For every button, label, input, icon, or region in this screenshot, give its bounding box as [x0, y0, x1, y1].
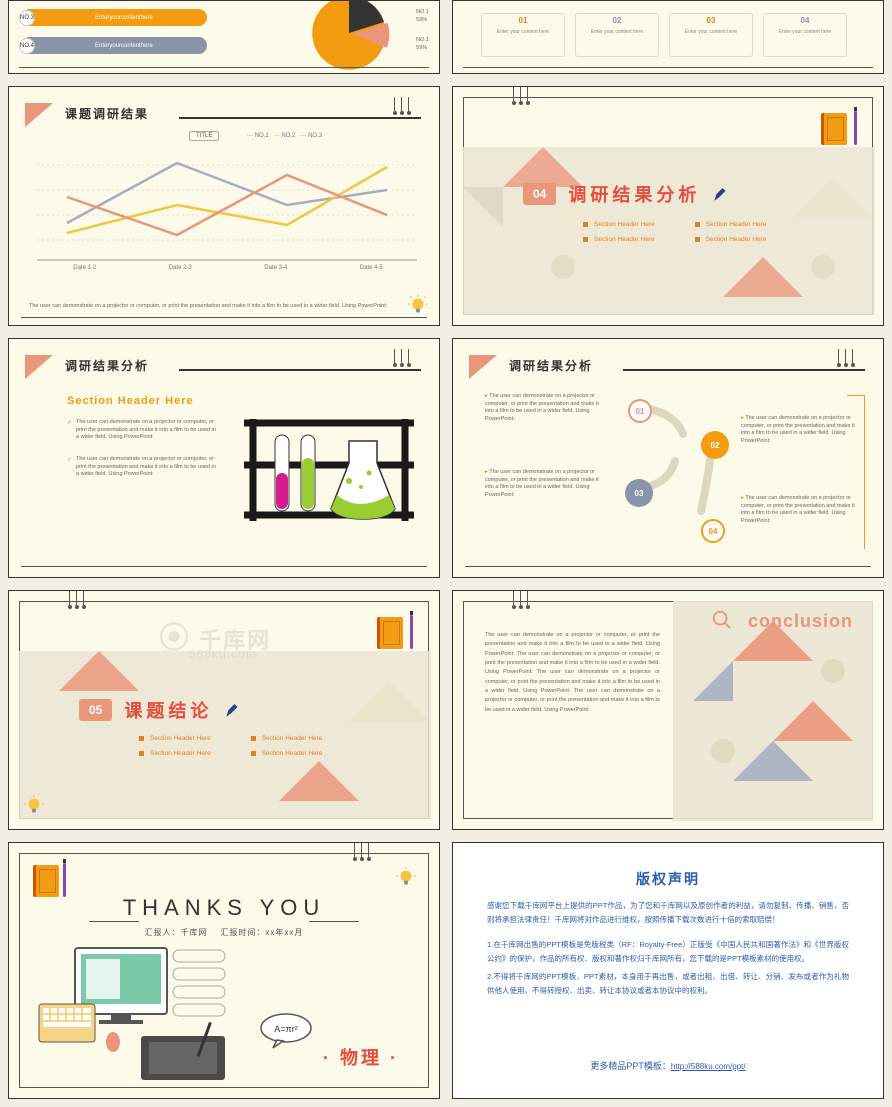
lab-heading: Section Header Here [67, 395, 194, 407]
bullet-05-3: Section Header Here [139, 750, 211, 757]
section-number: 04 [523, 183, 556, 205]
chart-title-box: TITLE [189, 131, 219, 141]
slide-lab: 调研结果分析 Section Header Here The user can … [8, 338, 440, 578]
ppt-link[interactable]: http://588ku.com/ppt/ [671, 1062, 746, 1071]
pill-num-4: NO.4 [19, 38, 35, 54]
bullet-4: Section Header Here [695, 236, 767, 243]
slide-copyright: 版权声明 感谢您下载千库网平台上提供的PPT作品，为了您和千库网以及原创作者的利… [452, 842, 884, 1099]
numbered-title: 调研结果分析 [509, 357, 593, 374]
section-title: 调研结果分析 [568, 181, 700, 207]
copyright-item1: 1.在千库网出售的PPT模板是免版税类（RF：Royalty-Free）正版受《… [487, 938, 849, 967]
copyright-item2: 2.不得将千库网的PPT模板、PPT素材，本身用于再出售，或者出租、出借、转让、… [487, 970, 849, 999]
pie-label-1: NO.159% [416, 9, 429, 24]
para-bl: ▸ The user can demonstrate on a projecto… [485, 469, 605, 500]
copyright-para1: 感谢您下载千库网平台上提供的PPT作品，为了您和千库网以及原创作者的利益，请勿复… [487, 899, 849, 928]
copyright-title: 版权声明 [453, 869, 883, 889]
slide-thanks: THANKS YOU 汇报人：千库网 汇报时间：xx年xx月 [8, 842, 440, 1099]
chart-caption: The user can demonstrate on a projector … [29, 303, 411, 311]
notebook-icon-2 [377, 617, 403, 649]
box-03: 03Enter your content here [669, 13, 753, 57]
svg-text:A=πr²: A=πr² [274, 1024, 297, 1034]
slide-four-boxes: 01Enter your content here 02Enter your c… [452, 0, 884, 74]
badge-03: 03 [625, 479, 653, 507]
badge-02: 02 [701, 431, 729, 459]
thanks-sub: 汇报人：千库网 汇报时间：xx年xx月 [9, 927, 439, 938]
line-chart [37, 145, 417, 269]
section-title-05: 课题结论 [124, 697, 212, 723]
bullet-2: Section Header Here [695, 221, 767, 228]
conclusion-title: conclusion [748, 611, 853, 632]
pen-icon-2 [410, 615, 413, 649]
lightbulb-icon-2 [23, 795, 45, 817]
badge-01: 01 [628, 399, 652, 423]
badge-04: 04 [701, 519, 725, 543]
lab-item-2: The user can demonstrate on a projector … [67, 456, 217, 479]
slide-pills-pie: NO.3 Enteryourcontenthere NO.4 Enteryour… [8, 0, 440, 74]
pill-4: NO.4 Enteryourcontenthere [27, 37, 207, 54]
para-br: ▸ The user can demonstrate on a projecto… [741, 495, 861, 526]
notebook-icon [821, 113, 847, 145]
box-01: 01Enter your content here [481, 13, 565, 57]
bullet-05-4: Section Header Here [251, 750, 323, 757]
lab-title: 调研结果分析 [65, 357, 149, 374]
bullet-1: Section Header Here [583, 221, 655, 228]
slide-numbered-analysis: 调研结果分析 01 02 03 04 ▸ The user can demons… [452, 338, 884, 578]
notebook-icon-3 [33, 865, 59, 897]
pen-icon [854, 111, 857, 145]
pen-icon-3 [63, 863, 66, 897]
slide-section-05: ⦿ 千库网 588ku.com 05 课题结论 Section Header H… [8, 590, 440, 830]
speech-bubble: A=πr² [259, 1012, 313, 1050]
x-axis-labels: Date 1-2 Date 2-3 Date 3-4 Date 4-5 [37, 265, 419, 271]
chart-slide-title: 课题调研结果 [65, 105, 149, 122]
lightbulb-icon [407, 295, 429, 317]
pill-3: NO.3 Enteryourcontenthere [27, 9, 207, 26]
desktop-illustration [33, 944, 253, 1084]
lab-rack-illustration [239, 403, 419, 533]
geometric-pattern-3 [673, 601, 873, 821]
slide-line-chart: 课题调研结果 TITLE — NO.1 — NO.2 — NO.3 Date 1… [8, 86, 440, 326]
subject-label: · 物理 · [323, 1044, 399, 1070]
copyright-more: 更多精品PPT模板：http://588ku.com/ppt/ [453, 1059, 883, 1072]
pen-write-icon [712, 185, 730, 203]
pie-chart [303, 0, 395, 74]
lightbulb-icon-3 [395, 867, 417, 889]
para-tr: ▸ The user can demonstrate on a projecto… [741, 415, 861, 446]
slide-conclusion: conclusion The user can demonstrate on a… [452, 590, 884, 830]
section-number-05: 05 [79, 699, 112, 721]
slide-section-04: 04 调研结果分析 Section Header Here Section He… [452, 86, 884, 326]
pie-label-2: NO.159% [416, 37, 429, 52]
conclusion-para: The user can demonstrate on a projector … [485, 631, 660, 715]
magnify-icon [711, 609, 733, 631]
box-04: 04Enter your content here [763, 13, 847, 57]
pen-write-icon-2 [224, 701, 242, 719]
box-02: 02Enter your content here [575, 13, 659, 57]
lab-item-1: The user can demonstrate on a projector … [67, 419, 217, 442]
para-tl: ▸ The user can demonstrate on a projecto… [485, 393, 605, 424]
bullet-05-2: Section Header Here [251, 735, 323, 742]
thanks-title: THANKS YOU [9, 895, 439, 921]
bullet-05-1: Section Header Here [139, 735, 211, 742]
bullet-3: Section Header Here [583, 236, 655, 243]
pill-num-3: NO.3 [19, 10, 35, 26]
chart-legend: — NO.1 — NO.2 — NO.3 [247, 133, 322, 139]
